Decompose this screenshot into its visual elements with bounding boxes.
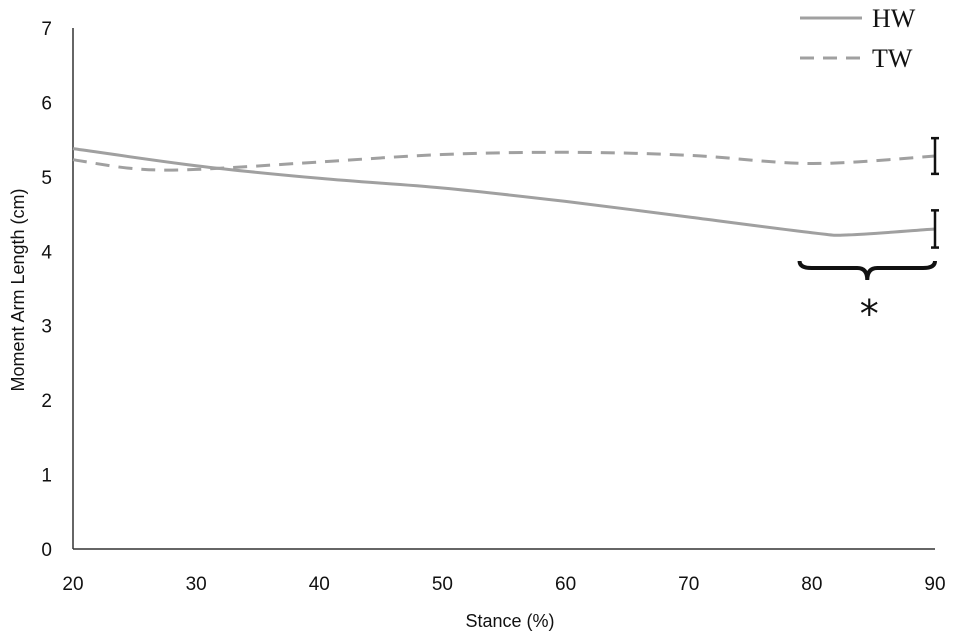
x-tick-label: 30 [186,574,207,595]
y-tick-label: 0 [41,540,52,561]
x-tick-label: 50 [432,574,453,595]
error-bar-hw [931,209,939,249]
x-tick-label: 20 [62,574,83,595]
y-tick-label: 6 [41,93,52,114]
x-tick-label: 70 [678,574,699,595]
significance-asterisk: * [860,292,879,336]
y-tick-label: 7 [41,19,52,40]
x-tick-label: 90 [924,574,945,595]
significance-annotation: * [797,260,937,336]
series-line-hw [72,147,936,237]
series-line-tw [72,150,936,172]
legend-label-tw: TW [872,44,913,73]
legend-label-hw: HW [872,4,916,33]
x-tick-label: 60 [555,574,576,595]
y-tick-labels: 0 1 2 3 4 5 6 7 [41,19,52,561]
x-tick-label: 80 [801,574,822,595]
y-tick-label: 2 [41,391,52,412]
y-tick-label: 1 [41,466,52,487]
x-tick-label: 40 [309,574,330,595]
y-tick-label: 3 [41,317,52,338]
y-axis-title: Moment Arm Length (cm) [8,188,28,391]
series-layer [72,136,939,249]
axes [72,28,935,550]
x-tick-labels: 20 30 40 50 60 70 80 90 [62,574,945,595]
significance-bracket [797,260,937,281]
y-tick-label: 4 [41,242,52,263]
legend: HW TW [800,4,916,73]
x-axis-title: Stance (%) [465,611,554,631]
y-tick-label: 5 [41,168,52,189]
error-bar-tw [931,136,939,176]
